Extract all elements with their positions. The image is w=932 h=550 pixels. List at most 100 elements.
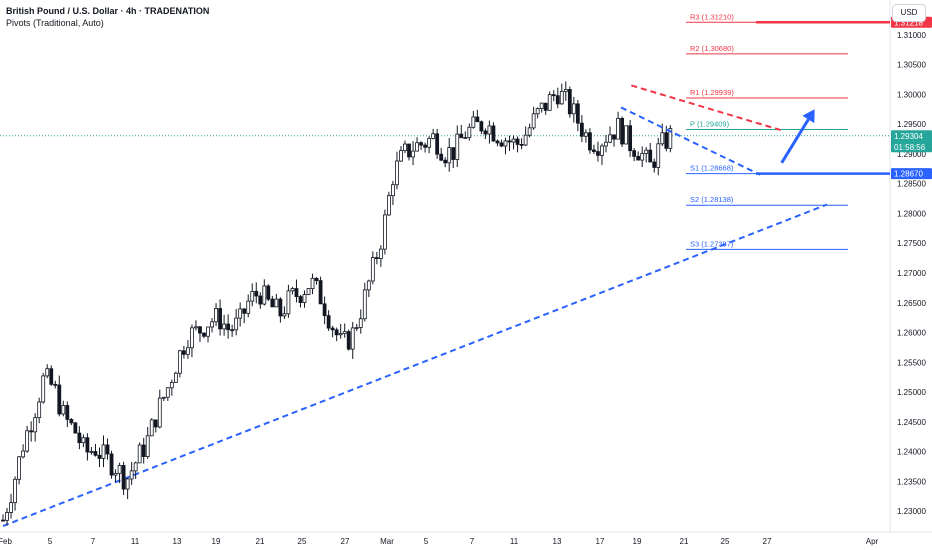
x-tick-label: 13	[553, 537, 562, 546]
candle	[306, 288, 311, 296]
currency-button[interactable]: USD	[892, 4, 926, 22]
candle	[310, 273, 315, 295]
candle	[439, 147, 444, 162]
candle	[628, 120, 633, 157]
candle-body	[306, 288, 311, 295]
candle	[270, 295, 275, 308]
trendline-2	[620, 106, 761, 176]
indicator-label[interactable]: Pivots (Traditional, Auto)	[6, 18, 104, 28]
time-axis[interactable]: Feb 5 7 11 13 19 21 25 27 Mar 5 7 11 13 17 19 21 25 27 Apr	[0, 537, 879, 546]
candle-body	[318, 280, 323, 305]
candle	[222, 314, 227, 336]
x-tick-label: Apr	[866, 537, 879, 546]
candle	[608, 126, 612, 144]
candle-body	[85, 437, 90, 453]
candle	[374, 251, 379, 265]
pivot-value: 1.29409	[699, 120, 726, 129]
candle	[519, 138, 524, 150]
candle	[45, 364, 50, 379]
candle-body	[109, 453, 114, 476]
pivot-label-s3: S3 (1.27397)	[690, 239, 734, 248]
candle-body	[652, 161, 657, 168]
pivot-label-s1: S1 (1.28668)	[690, 164, 734, 173]
pivot-value: 1.28138	[704, 195, 731, 204]
candle	[322, 296, 327, 325]
candle-body	[342, 331, 347, 334]
price-axis[interactable]: 1.31000 1.30500 1.30000 1.29500 1.29000 1.285…	[897, 31, 926, 516]
candle	[121, 461, 126, 495]
candle-body	[346, 331, 351, 350]
drawings-overlay[interactable]	[620, 84, 815, 176]
candle-body	[407, 143, 411, 158]
candle	[378, 245, 383, 267]
candle-body	[527, 127, 532, 136]
candle-body	[330, 327, 335, 331]
candle-body	[419, 142, 423, 146]
candle	[105, 438, 110, 460]
x-tick-label: 17	[596, 537, 605, 546]
candle	[214, 303, 218, 327]
y-tick-label: 1.24000	[897, 448, 926, 457]
candle	[567, 86, 572, 118]
candle-body	[322, 303, 327, 317]
candle-body	[230, 329, 235, 332]
candle	[431, 128, 436, 140]
candle-body	[399, 150, 403, 162]
y-tick-label: 1.27000	[897, 269, 926, 278]
candle-body	[640, 153, 645, 161]
drawings[interactable]	[2, 203, 828, 527]
candle-body	[539, 102, 544, 109]
candle-body	[620, 118, 624, 145]
candle-body	[467, 126, 472, 139]
candle	[543, 102, 548, 115]
candle-body	[382, 214, 387, 250]
candle-body	[600, 145, 604, 156]
candle	[463, 131, 468, 140]
candle-body	[523, 134, 528, 146]
candle-body	[242, 308, 247, 314]
candle-body	[612, 134, 616, 140]
candle-body	[596, 151, 600, 156]
candle-body	[137, 444, 142, 464]
candle-body	[133, 462, 138, 472]
candle	[318, 276, 323, 305]
candle	[523, 126, 528, 147]
pivot-value: 1.28668	[704, 164, 731, 173]
x-tick-label: 5	[48, 537, 53, 546]
candle-body	[246, 300, 251, 314]
candle	[479, 120, 484, 135]
current-price-badge: 1.29304	[894, 132, 923, 141]
y-tick-label: 1.28500	[897, 180, 926, 189]
x-tick-label: Mar	[380, 537, 394, 546]
candle-body	[198, 326, 202, 334]
candle-body	[362, 289, 367, 320]
candle-body	[173, 372, 178, 383]
candle	[238, 302, 243, 327]
y-tick-label: 1.26000	[897, 329, 926, 338]
candle	[302, 290, 307, 308]
trendline-0	[2, 203, 828, 527]
candle	[415, 137, 419, 152]
candle-body	[81, 437, 86, 444]
candle	[73, 421, 78, 434]
candle	[141, 437, 146, 464]
candle-body	[370, 257, 375, 282]
forecast-arrow-head	[802, 109, 815, 124]
candle-body	[451, 147, 456, 160]
candle-body	[194, 326, 198, 329]
s1-price-badge: 1.28670	[894, 170, 923, 179]
symbol-title[interactable]: British Pound / U.S. Dollar · 4h · TRADE…	[6, 6, 210, 16]
y-tick-label: 1.25500	[897, 358, 926, 367]
candle	[503, 137, 508, 155]
candle	[41, 373, 46, 404]
candle	[13, 476, 17, 511]
candle	[507, 135, 512, 152]
candle	[262, 279, 267, 306]
candle	[579, 115, 584, 143]
candle	[77, 426, 82, 450]
candle-body	[395, 160, 399, 186]
pivot-name: S2	[690, 195, 699, 204]
candle-body	[378, 248, 383, 259]
candle	[5, 508, 9, 526]
